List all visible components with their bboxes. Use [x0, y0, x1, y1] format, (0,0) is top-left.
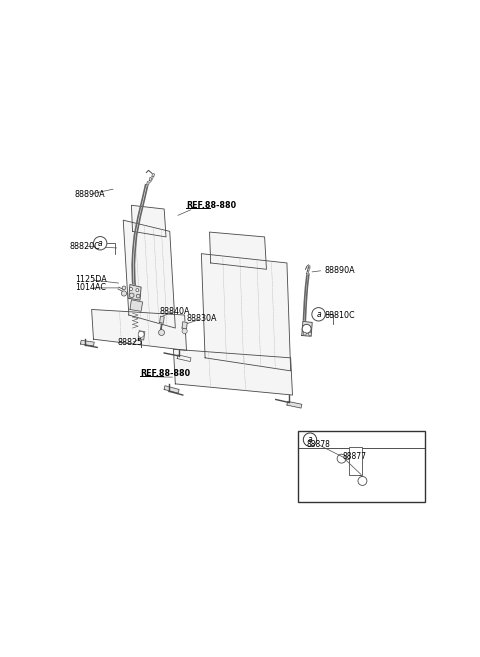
- Text: 88840A: 88840A: [160, 307, 190, 316]
- Polygon shape: [177, 355, 191, 361]
- Text: a: a: [316, 310, 321, 319]
- Text: 88825: 88825: [118, 338, 143, 348]
- Polygon shape: [129, 284, 141, 300]
- Circle shape: [182, 328, 187, 334]
- Polygon shape: [132, 205, 166, 237]
- Circle shape: [122, 286, 126, 290]
- Polygon shape: [164, 386, 179, 393]
- Polygon shape: [160, 316, 164, 323]
- Polygon shape: [123, 220, 175, 328]
- Circle shape: [136, 294, 140, 298]
- Polygon shape: [302, 321, 312, 336]
- Text: a: a: [98, 238, 103, 248]
- Text: 1014AC: 1014AC: [75, 283, 106, 292]
- Polygon shape: [147, 181, 149, 185]
- Polygon shape: [307, 269, 309, 271]
- Polygon shape: [149, 177, 152, 181]
- FancyBboxPatch shape: [349, 447, 362, 476]
- Polygon shape: [202, 254, 290, 371]
- Circle shape: [136, 288, 139, 292]
- Circle shape: [303, 332, 306, 335]
- Circle shape: [358, 476, 367, 486]
- Text: 88890A: 88890A: [324, 266, 355, 275]
- Circle shape: [337, 454, 346, 463]
- Circle shape: [130, 293, 134, 298]
- Text: REF.88-880: REF.88-880: [186, 201, 237, 210]
- Text: 88890A: 88890A: [75, 190, 106, 198]
- Text: 88877: 88877: [343, 452, 367, 461]
- Polygon shape: [92, 309, 186, 350]
- Circle shape: [130, 288, 132, 290]
- Text: 88830A: 88830A: [186, 314, 217, 323]
- Polygon shape: [130, 300, 143, 311]
- Polygon shape: [287, 401, 302, 408]
- Circle shape: [302, 325, 311, 333]
- Text: 88878: 88878: [306, 440, 330, 449]
- Polygon shape: [308, 265, 310, 268]
- Text: 88810C: 88810C: [324, 311, 355, 319]
- Circle shape: [312, 307, 325, 321]
- Polygon shape: [182, 322, 187, 328]
- Text: 88820C: 88820C: [69, 242, 100, 251]
- Polygon shape: [138, 330, 145, 340]
- Text: 1125DA: 1125DA: [75, 275, 107, 284]
- Circle shape: [138, 331, 144, 337]
- Polygon shape: [152, 173, 155, 177]
- Circle shape: [94, 237, 107, 250]
- Circle shape: [309, 332, 312, 336]
- Polygon shape: [173, 350, 292, 395]
- Circle shape: [303, 433, 317, 446]
- Polygon shape: [307, 271, 309, 274]
- Circle shape: [158, 330, 165, 336]
- Text: REF.88-880: REF.88-880: [140, 369, 190, 378]
- Text: a: a: [308, 435, 312, 444]
- Polygon shape: [81, 340, 94, 346]
- FancyBboxPatch shape: [298, 432, 424, 502]
- Polygon shape: [210, 232, 266, 269]
- Circle shape: [121, 291, 127, 296]
